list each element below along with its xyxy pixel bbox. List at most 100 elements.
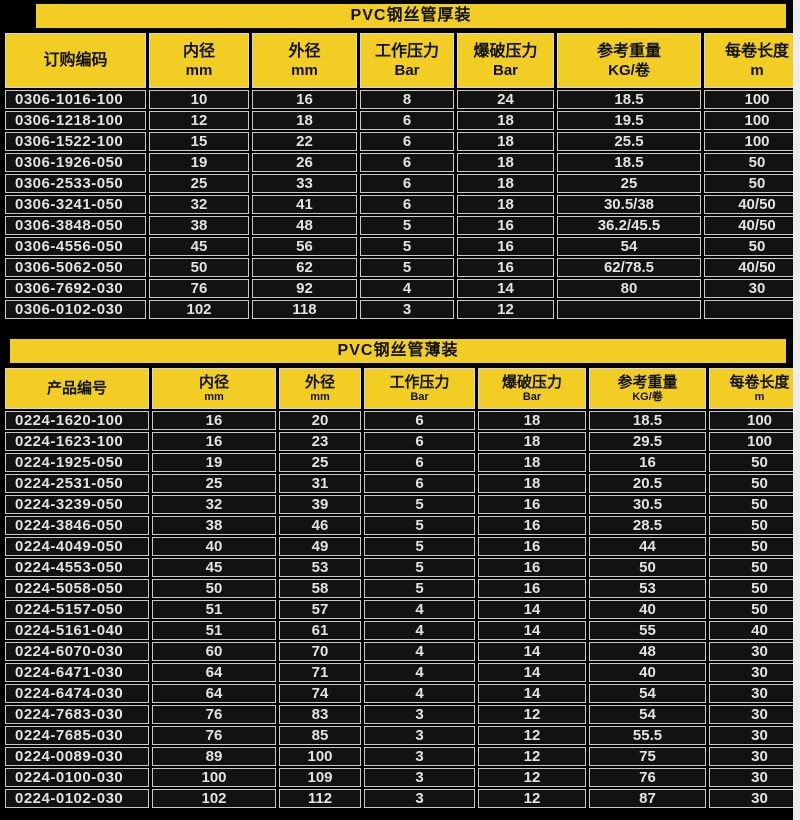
product-code-cell: 0306-1016-100 — [5, 90, 146, 109]
product-code-cell: 0306-4556-050 — [5, 237, 146, 256]
column-header: 参考重量 KG/卷 — [589, 368, 706, 409]
table-row: 0224-5161-040 51 61 4 14 55 40 — [5, 621, 800, 640]
table-cell: 102 — [152, 789, 276, 808]
table-title-thin-pack: PVC钢丝管薄装 — [10, 339, 786, 363]
table-cell: 18 — [478, 432, 586, 451]
table-header: 产品编号 内径 mm 外径 mm 工作压力 Bar 爆破压力 Bar 参考重量 KG/卷 每卷长度 m — [5, 368, 800, 409]
product-code-cell: 0224-7685-030 — [5, 726, 149, 745]
table-row: 0306-1016-100 10 16 8 24 18.5 100 — [5, 90, 800, 109]
table-cell: 18 — [457, 153, 554, 172]
table-cell: 6 — [360, 195, 454, 214]
table-cell: 5 — [364, 537, 475, 556]
table-cell: 92 — [252, 279, 357, 298]
product-code-cell: 0306-7692-030 — [5, 279, 146, 298]
product-code-cell: 0224-3239-050 — [5, 495, 149, 514]
table-cell: 50 — [704, 174, 800, 193]
table-cell: 30.5 — [589, 495, 706, 514]
table-cell: 36.2/45.5 — [557, 216, 701, 235]
table-cell: 4 — [364, 600, 475, 619]
column-header-line1: 工作压力 — [374, 42, 439, 60]
table-cell: 4 — [364, 684, 475, 703]
column-header: 工作压力 Bar — [360, 33, 454, 88]
table-cell: 18 — [252, 111, 357, 130]
product-code-cell: 0224-6471-030 — [5, 663, 149, 682]
column-header-line2: KG/卷 — [608, 61, 650, 79]
table-row: 0224-1620-100 16 20 6 18 18.5 100 — [5, 411, 800, 430]
table-cell: 30 — [709, 747, 800, 766]
table-cell: 6 — [360, 111, 454, 130]
table-row: 0224-0089-030 89 100 3 12 75 30 — [5, 747, 800, 766]
table-cell: 32 — [152, 495, 276, 514]
table-cell: 55 — [589, 621, 706, 640]
table-cell: 5 — [360, 237, 454, 256]
table-cell: 3 — [364, 747, 475, 766]
column-header: 产品编号 — [5, 368, 149, 409]
table-row: 0306-7692-030 76 92 4 14 80 30 — [5, 279, 800, 298]
table-row: 0306-4556-050 45 56 5 16 54 50 — [5, 237, 800, 256]
table-cell: 3 — [364, 789, 475, 808]
table-cell: 48 — [252, 216, 357, 235]
table-cell: 75 — [589, 747, 706, 766]
table-cell: 33 — [252, 174, 357, 193]
table-cell: 30 — [709, 768, 800, 787]
column-header: 参考重量 KG/卷 — [557, 33, 701, 88]
table-cell: 50 — [709, 516, 800, 535]
table-cell: 5 — [364, 579, 475, 598]
table-cell: 24 — [457, 90, 554, 109]
table-cell: 44 — [589, 537, 706, 556]
table-cell: 18 — [457, 111, 554, 130]
table-title-thick-pack: PVC钢丝管厚装 — [36, 4, 786, 28]
table-row: 0224-6471-030 64 71 4 14 40 30 — [5, 663, 800, 682]
table-cell: 61 — [279, 621, 361, 640]
table-cell: 30 — [709, 663, 800, 682]
table-cell: 56 — [252, 237, 357, 256]
product-code-cell: 0224-2531-050 — [5, 474, 149, 493]
table-cell: 54 — [589, 705, 706, 724]
column-header-line1: 内径 — [198, 373, 229, 391]
table-row: 0224-1925-050 19 25 6 18 16 50 — [5, 453, 800, 472]
table-cell: 16 — [478, 516, 586, 535]
table-cell: 38 — [152, 516, 276, 535]
table-cell: 12 — [478, 747, 586, 766]
table-cell: 30.5/38 — [557, 195, 701, 214]
product-code-cell: 0224-5157-050 — [5, 600, 149, 619]
table-cell: 18 — [478, 453, 586, 472]
table-cell: 40/50 — [704, 195, 800, 214]
column-header-line1: 外径 — [304, 373, 335, 391]
table-row: 0224-3239-050 32 39 5 16 30.5 50 — [5, 495, 800, 514]
column-header-line2: Bar — [394, 61, 420, 79]
table-cell: 40 — [152, 537, 276, 556]
column-header-line2: Bar — [522, 390, 542, 403]
table-cell: 6 — [364, 453, 475, 472]
product-code-cell: 0224-5058-050 — [5, 579, 149, 598]
table-cell: 100 — [704, 111, 800, 130]
product-code-cell: 0306-3848-050 — [5, 216, 146, 235]
table-cell: 46 — [279, 516, 361, 535]
table-header: 订购编码 内径 mm 外径 mm 工作压力 Bar 爆破压力 Bar 参考重量 KG/卷 每卷长度 m — [5, 33, 800, 88]
table-cell: 51 — [152, 600, 276, 619]
page-content: PVC钢丝管厚装 订购编码 内径 mm 外径 mm 工作压力 Bar 爆破压力 Bar 参考重量 K… — [5, 4, 800, 808]
table-cell: 53 — [589, 579, 706, 598]
table-cell: 62/78.5 — [557, 258, 701, 277]
table-cell: 16 — [457, 216, 554, 235]
table-cell: 16 — [152, 432, 276, 451]
table-cell: 19 — [149, 153, 249, 172]
table-cell: 14 — [457, 279, 554, 298]
table-row: 0224-5157-050 51 57 4 14 40 50 — [5, 600, 800, 619]
table-cell: 18.5 — [557, 153, 701, 172]
table-cell: 40/50 — [704, 258, 800, 277]
table-cell: 4 — [364, 621, 475, 640]
column-header-line1: 每卷长度 — [724, 42, 789, 60]
table-body: 0224-1620-100 16 20 6 18 18.5 100 0224-1623-100… — [5, 411, 800, 808]
table-cell: 50 — [709, 495, 800, 514]
table-cell: 25 — [152, 474, 276, 493]
table-cell: 50 — [709, 558, 800, 577]
table-cell: 55.5 — [589, 726, 706, 745]
table-cell: 6 — [364, 432, 475, 451]
table-row: 0306-3241-050 32 41 6 18 30.5/38 40/50 — [5, 195, 800, 214]
table-cell: 30 — [709, 789, 800, 808]
table-cell: 50 — [152, 579, 276, 598]
product-code-cell: 0306-5062-050 — [5, 258, 146, 277]
column-header-line2: Bar — [410, 390, 429, 403]
table-cell: 53 — [279, 558, 361, 577]
